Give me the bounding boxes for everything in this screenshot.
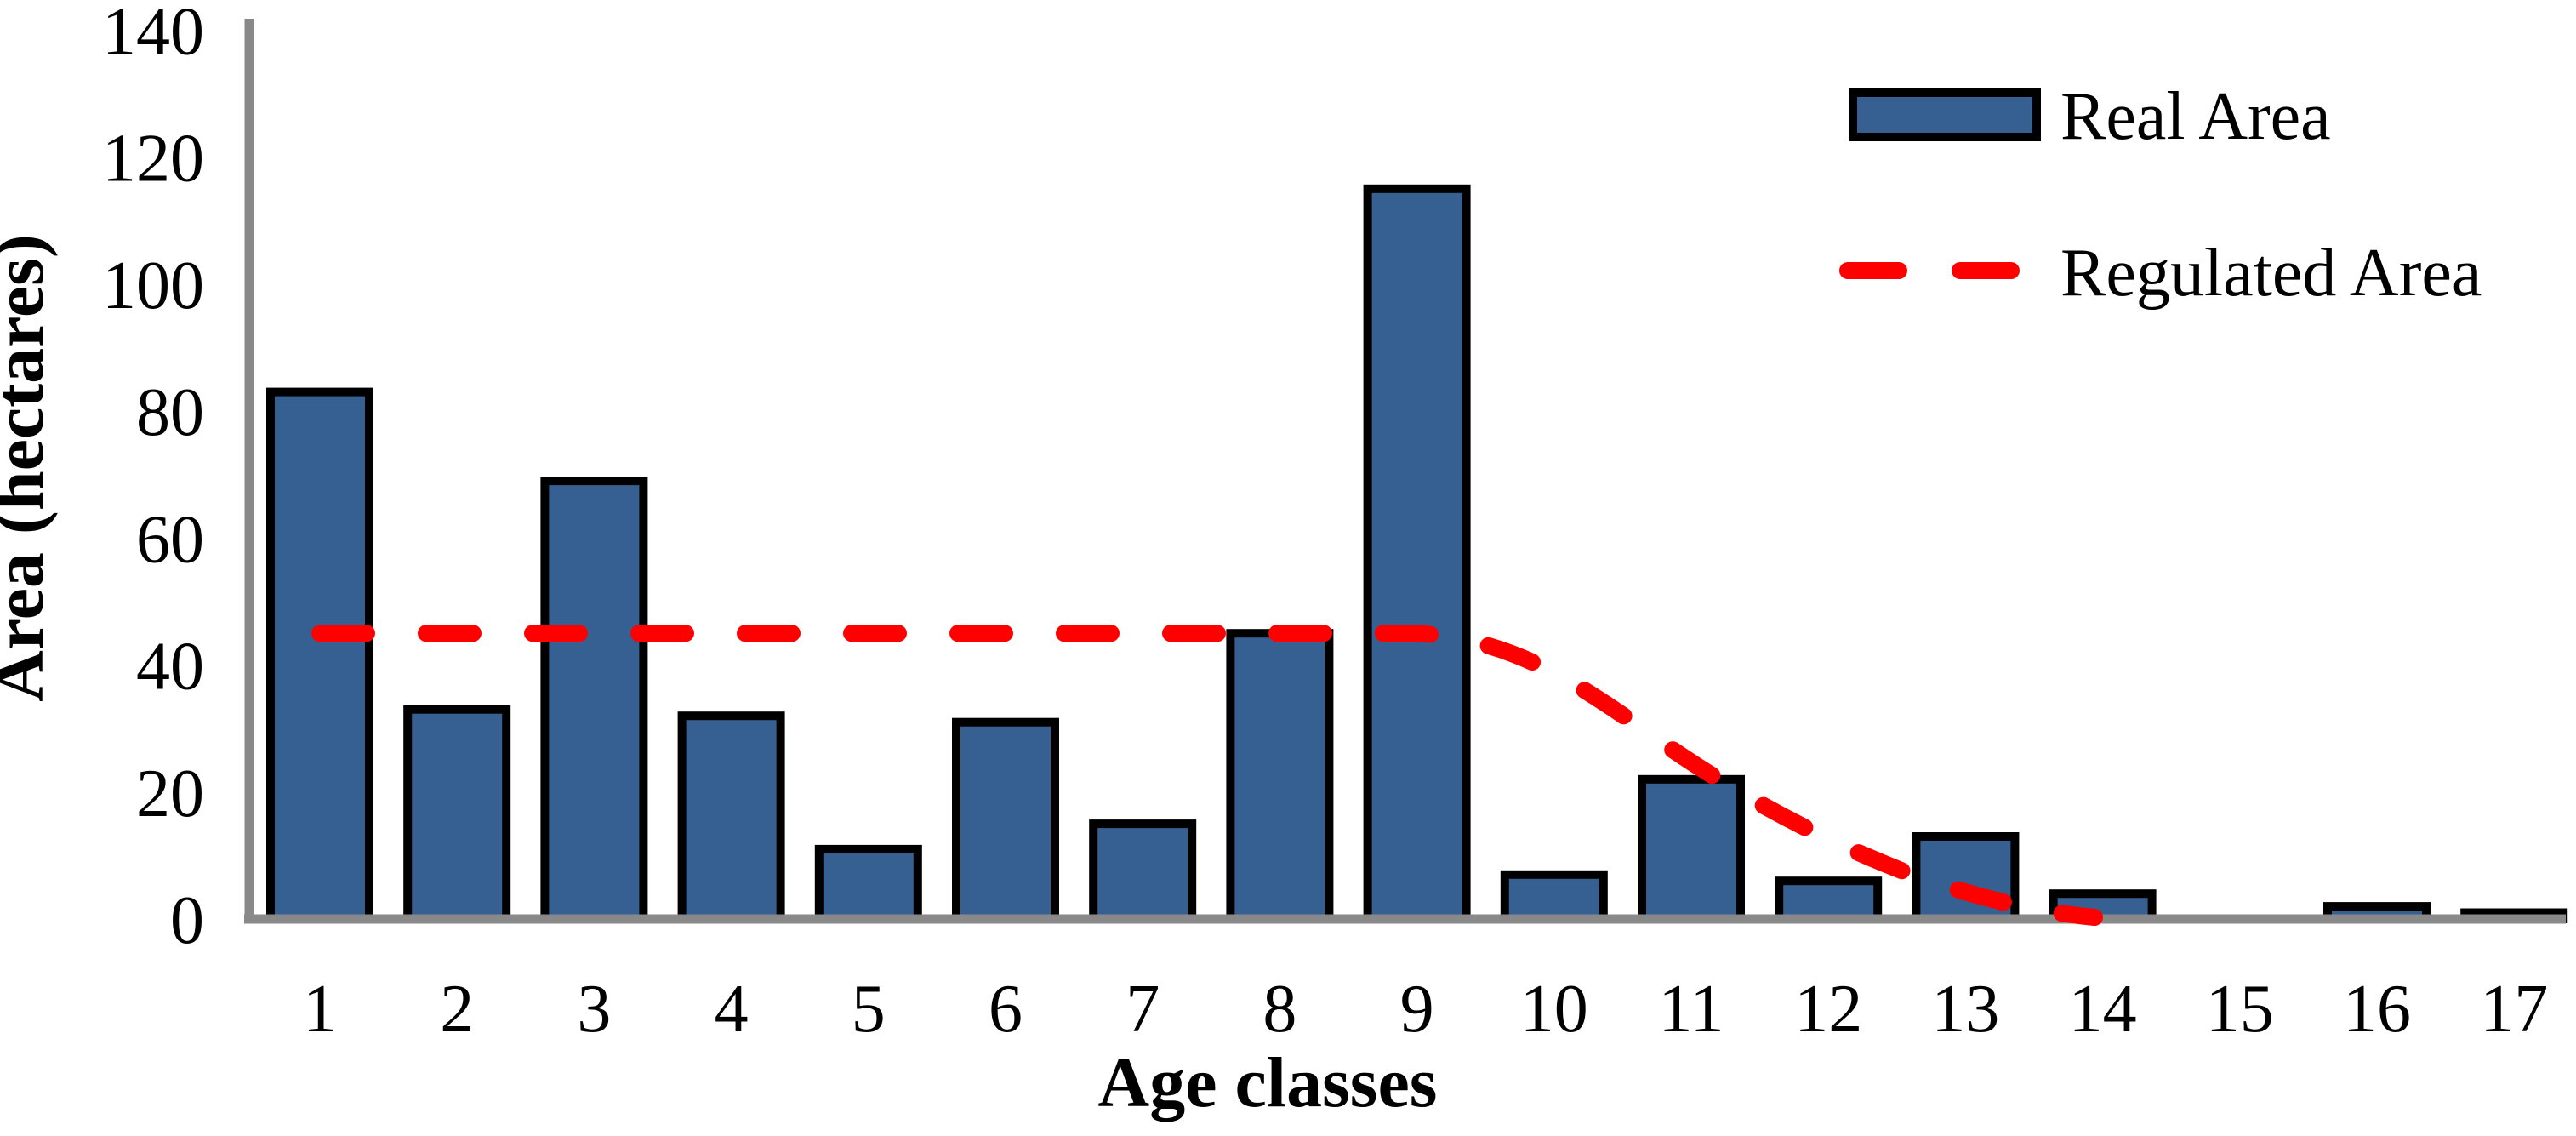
y-axis-tick-labels: 0 20 40 60 80 100 120 140 [102, 0, 204, 958]
bar-age-class-8 [1226, 629, 1334, 923]
regulated-area-legend-label: Regulated Area [2060, 236, 2482, 311]
y-tick-label-20: 20 [136, 756, 204, 831]
x-tick-label-10: 10 [1520, 972, 1588, 1047]
y-tick-label-100: 100 [102, 248, 204, 323]
y-tick-label-120: 120 [102, 122, 204, 197]
x-tick-label-1: 1 [303, 972, 337, 1047]
bar-age-class-6 [952, 717, 1059, 924]
x-tick-label-17: 17 [2480, 972, 2548, 1047]
regulated-area-line [311, 625, 2103, 926]
y-tick-label-40: 40 [136, 630, 204, 705]
x-axis-tick-labels: 1 2 3 4 5 6 7 8 9 10 11 12 13 14 15 16 17 [303, 972, 2548, 1047]
bar-age-class-9 [1363, 184, 1471, 924]
x-tick-label-11: 11 [1658, 972, 1724, 1047]
bar-age-class-2 [403, 705, 511, 924]
real-area-legend-label: Real Area [2060, 79, 2331, 154]
bar-age-class-4 [677, 711, 785, 924]
y-tick-label-80: 80 [136, 375, 204, 450]
x-tick-label-9: 9 [1400, 972, 1434, 1047]
x-tick-label-15: 15 [2206, 972, 2274, 1047]
x-tick-label-5: 5 [852, 972, 886, 1047]
y-tick-label-60: 60 [136, 502, 204, 577]
bar-age-class-10 [1500, 870, 1608, 924]
bar-age-class-7 [1089, 819, 1197, 923]
x-tick-label-13: 13 [1931, 972, 1999, 1047]
bar-age-class-3 [540, 477, 648, 923]
bar-age-class-11 [1638, 774, 1745, 923]
x-tick-label-6: 6 [989, 972, 1023, 1047]
legend: Real Area Regulated Area [1839, 79, 2482, 311]
bar-age-class-1 [266, 387, 373, 924]
bar-age-class-12 [1775, 876, 1883, 923]
x-tick-label-2: 2 [440, 972, 474, 1047]
x-tick-label-8: 8 [1262, 972, 1297, 1047]
real-area-legend-swatch [1849, 88, 2041, 141]
y-tick-label-140: 140 [102, 0, 204, 69]
x-tick-label-4: 4 [715, 972, 749, 1047]
y-axis-title: Area (hectares) [0, 234, 59, 702]
bar-age-class-5 [814, 844, 922, 924]
regulated-area-dashed-path [311, 625, 2103, 926]
x-tick-label-14: 14 [2069, 972, 2137, 1047]
y-tick-label-0: 0 [170, 883, 204, 958]
x-tick-label-12: 12 [1794, 972, 1862, 1047]
x-tick-label-3: 3 [577, 972, 611, 1047]
x-tick-label-16: 16 [2343, 972, 2411, 1047]
axes [244, 19, 2566, 924]
x-tick-label-7: 7 [1126, 972, 1160, 1047]
x-axis-title: Age classes [1098, 1043, 1438, 1122]
